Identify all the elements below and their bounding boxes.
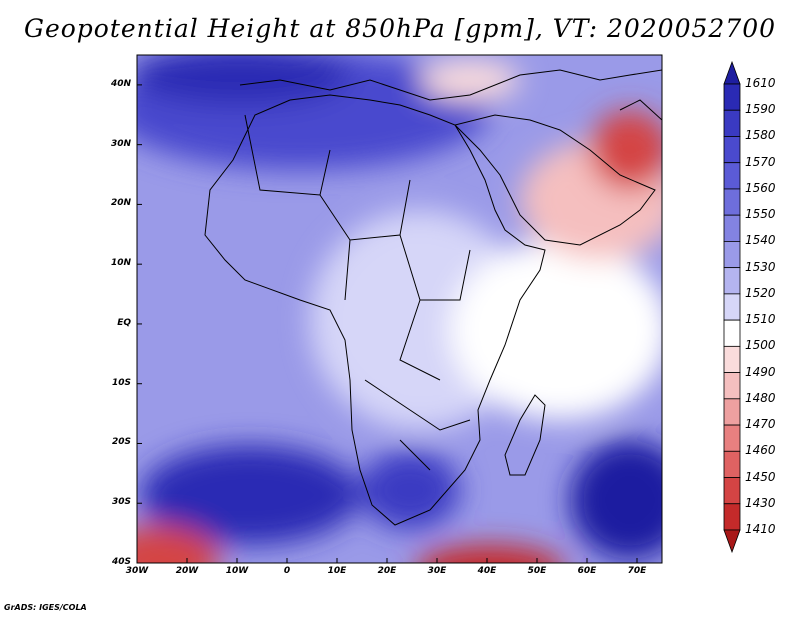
- country-borders: [244, 114, 471, 471]
- north-coast: [239, 69, 662, 101]
- field-sw-low: [137, 525, 220, 563]
- colorbar-swatch: [723, 267, 741, 295]
- colorbar-swatch: [723, 60, 741, 85]
- lat-label: 30S: [111, 497, 131, 508]
- lon-label: 20W: [175, 566, 199, 576]
- lat-label: 30N: [110, 138, 131, 149]
- lon-label: 50E: [527, 566, 547, 576]
- axis-ticks: [136, 84, 638, 564]
- map-title: Geopotential Height at 850hPa [gpm], VT:…: [23, 14, 777, 43]
- colorbar-swatch: [723, 345, 741, 373]
- colorbar-level-label: 1580: [745, 128, 776, 143]
- colorbar-swatch: [723, 214, 741, 242]
- lat-label: 40S: [111, 557, 131, 567]
- colorbar-level-label: 1550: [745, 207, 776, 222]
- field-turkey: [420, 60, 520, 100]
- lon-label: 10E: [327, 566, 347, 576]
- colorbar-level-label: 1560: [745, 180, 776, 195]
- colorbar-swatch: [723, 319, 741, 347]
- colorbar-level-label: 1500: [745, 338, 776, 353]
- colorbar-swatch: [723, 162, 741, 190]
- colorbar-level-label: 1430: [745, 495, 776, 510]
- colorbar-level-label: 1590: [745, 102, 776, 117]
- iran-coast: [619, 99, 662, 121]
- lat-label: 40N: [110, 78, 131, 89]
- colorbar-level-label: 1610: [745, 76, 776, 90]
- arabia-outline: [454, 114, 656, 246]
- lon-label: 20E: [377, 566, 397, 576]
- colorbar-swatch: [723, 477, 741, 505]
- field-indian-ocean-light: [450, 240, 662, 420]
- plot-frame: [136, 54, 663, 564]
- colorbar-swatch: [723, 398, 741, 426]
- colorbar-level-label: 1410: [745, 522, 776, 536]
- lon-label: 70E: [627, 566, 647, 576]
- lon-label: 60E: [577, 566, 597, 576]
- colorbar-level-label: 1470: [745, 417, 776, 432]
- colorbar-level-label: 1570: [745, 154, 776, 169]
- lon-label: 10W: [225, 566, 249, 576]
- colorbar-level-label: 1510: [745, 312, 776, 327]
- field-pakistan-low: [590, 110, 662, 190]
- lon-label: 0: [283, 566, 291, 576]
- field-south-atlantic-high: [140, 445, 360, 545]
- colorbar-swatch: [723, 136, 741, 164]
- colorbar-swatch: [723, 424, 741, 452]
- lat-label: EQ: [117, 317, 131, 328]
- lon-label: 40E: [477, 566, 497, 576]
- colorbar-level-label: 1520: [745, 285, 776, 300]
- colorbar-level-label: 1450: [745, 469, 776, 484]
- colorbar-swatch: [723, 188, 741, 216]
- colorbar-level-label: 1540: [745, 233, 776, 248]
- colorbar-swatch: [723, 241, 741, 269]
- footer-credit: GrADS: IGES/COLA: [4, 603, 87, 612]
- colorbar-level-label: 1490: [745, 364, 776, 379]
- madagascar-outline: [504, 394, 546, 476]
- lon-label: 30E: [427, 566, 447, 576]
- colorbar-level-label: 1480: [745, 390, 776, 405]
- colorbar-swatch: [723, 293, 741, 321]
- field-south-low: [418, 545, 562, 563]
- height-field: [137, 55, 662, 563]
- field-high-med: [137, 55, 350, 105]
- field-south-indian-high: [570, 440, 662, 560]
- colorbar-swatch: [723, 109, 741, 137]
- colorbar-level-label: 1460: [745, 443, 776, 458]
- colorbar: [723, 60, 741, 554]
- colorbar-swatch: [723, 372, 741, 400]
- lon-label: 30W: [125, 566, 149, 576]
- lat-label: 10N: [110, 258, 131, 269]
- lat-label: 10S: [111, 377, 131, 388]
- field-southern-africa: [360, 450, 460, 530]
- colorbar-level-label: 1530: [745, 259, 776, 274]
- colorbar-swatch: [723, 450, 741, 478]
- lat-label: 20N: [110, 198, 131, 209]
- coastlines: [204, 69, 662, 526]
- africa-outline: [204, 94, 546, 526]
- colorbar-swatch: [723, 503, 741, 531]
- colorbar-swatch: [723, 529, 741, 554]
- colorbar-swatch: [723, 83, 741, 111]
- lat-label: 20S: [111, 437, 131, 448]
